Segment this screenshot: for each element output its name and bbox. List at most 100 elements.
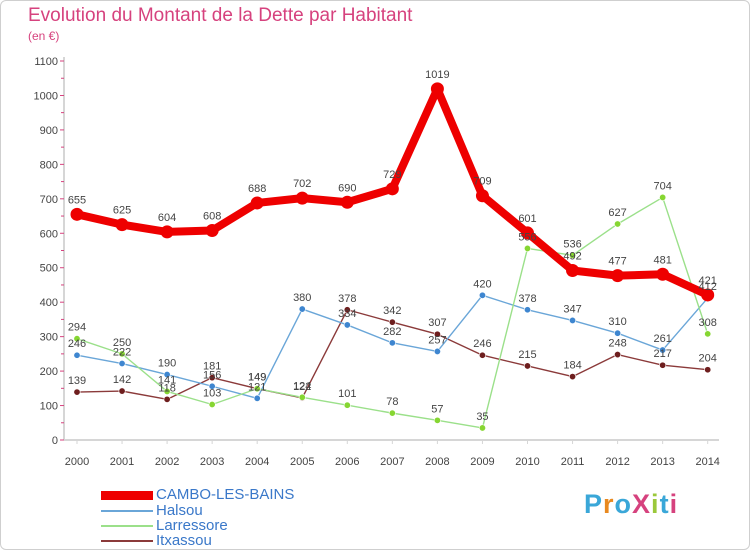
y-tick-label: 400 [40,297,58,309]
chart-subtitle: (en €) [28,29,60,43]
data-label: 261 [653,333,671,345]
x-tick-label: 2000 [65,456,89,468]
x-tick-label: 2002 [155,456,179,468]
data-label: 307 [428,317,446,329]
logo-letter: X [632,489,652,519]
data-point [614,351,622,359]
y-tick-label: 700 [40,194,58,206]
legend-label: Itxassou [156,532,212,549]
logo-letter: i [651,489,660,519]
data-label: 477 [608,256,626,268]
x-tick-label: 2001 [110,456,134,468]
data-point [475,189,489,203]
data-point [659,346,667,354]
proxiti-logo: ProXiti [584,489,678,520]
data-label: 378 [338,293,356,305]
data-point [73,388,81,396]
data-label: 204 [699,353,717,365]
data-point [343,306,351,314]
data-point [611,269,625,283]
data-point [614,329,622,337]
legend-label: Larressore [156,517,228,534]
data-point [521,226,534,240]
data-point [115,218,129,232]
data-label: 248 [608,338,626,350]
data-label: 380 [293,292,311,304]
data-label: 604 [158,212,176,224]
data-point [388,409,396,417]
data-point [73,351,81,359]
data-point [70,207,84,221]
data-label: 78 [386,396,398,408]
data-point [208,382,216,390]
data-label: 608 [203,211,221,223]
data-point [701,288,715,302]
data-label: 57 [431,403,443,415]
y-tick-label: 100 [40,401,58,413]
data-label: 688 [248,183,266,195]
data-point [523,244,531,252]
data-label: 121 [248,381,266,393]
data-label: 149 [248,372,266,384]
data-label: 420 [473,278,491,290]
data-point [163,387,171,395]
data-label: 141 [158,374,176,386]
data-point [569,251,577,259]
data-point [569,316,577,324]
y-tick-label: 900 [40,125,58,137]
x-tick-label: 2003 [200,456,224,468]
data-point [388,318,396,326]
data-point [253,394,261,402]
data-point [433,330,441,338]
data-point [163,371,171,379]
data-point [343,321,351,329]
data-label: 257 [428,334,446,346]
data-label: 481 [653,254,671,266]
data-label: 412 [699,281,717,293]
data-point [704,330,712,338]
data-point [118,350,126,358]
data-point [659,361,667,369]
x-tick-label: 2012 [605,456,629,468]
data-label: 184 [563,360,581,372]
y-tick-label: 1100 [34,56,58,68]
data-point [118,387,126,395]
x-tick-label: 2006 [335,456,359,468]
data-point [118,360,126,368]
data-point [523,306,531,314]
data-label: 246 [68,338,86,350]
x-tick-label: 2005 [290,456,314,468]
x-tick-label: 2007 [380,456,404,468]
y-tick-label: 200 [40,366,58,378]
data-label: 729 [383,169,401,181]
data-label: 655 [68,194,86,206]
legend-label: Halsou [156,502,203,519]
data-point [163,395,171,403]
data-label: 250 [113,337,131,349]
data-label: 601 [518,213,536,225]
data-label: 246 [473,338,491,350]
logo-letter: i [669,489,679,519]
data-point [298,393,306,401]
data-point [208,401,216,409]
data-point [569,373,577,381]
data-point [659,193,667,201]
data-label: 139 [68,375,86,387]
data-point [298,305,306,313]
data-label: 282 [383,326,401,338]
y-tick-label: 300 [40,332,58,344]
data-point [205,224,219,238]
data-label: 625 [113,205,131,217]
data-label: 215 [518,349,536,361]
data-label: 181 [203,361,221,373]
logo-letter: P [584,489,604,519]
logo-letter: o [614,489,633,519]
data-label: 294 [68,322,86,334]
data-point [433,347,441,355]
chart-title: Evolution du Montant de la Dette par Hab… [28,5,413,26]
x-tick-label: 2010 [515,456,539,468]
data-point [385,182,399,196]
data-point [208,374,216,382]
legend-label: CAMBO-LES-BAINS [156,486,295,503]
